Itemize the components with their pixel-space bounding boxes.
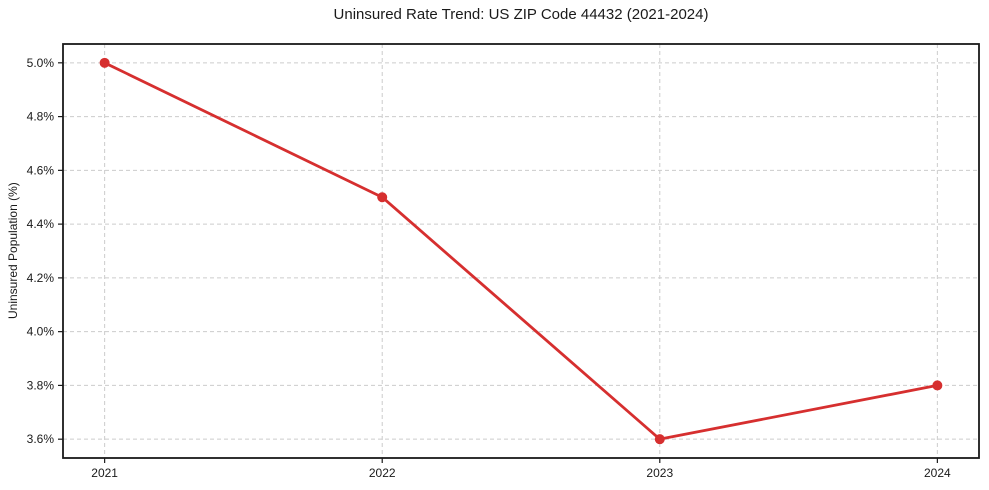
data-point [932,380,943,391]
y-tick-label: 4.6% [27,163,55,177]
data-point [377,192,388,203]
x-tick-label: 2024 [924,466,951,480]
trend-line [103,61,939,441]
x-tick-label: 2022 [369,466,396,480]
x-tick-label: 2021 [91,466,118,480]
y-tick-label: 3.8% [27,378,55,392]
y-tick-label: 4.4% [27,217,55,231]
y-tick-label: 4.2% [27,271,55,285]
data-point [99,57,110,68]
plot-border [62,43,980,459]
y-tick-label: 5.0% [27,56,55,70]
data-point [654,434,665,445]
chart-title: Uninsured Rate Trend: US ZIP Code 44432 … [333,6,709,23]
x-tick-label: 2023 [646,466,673,480]
y-tick-label: 3.6% [27,432,55,446]
y-tick-label: 4.8% [27,110,55,124]
y-tick-label: 4.0% [27,325,55,339]
